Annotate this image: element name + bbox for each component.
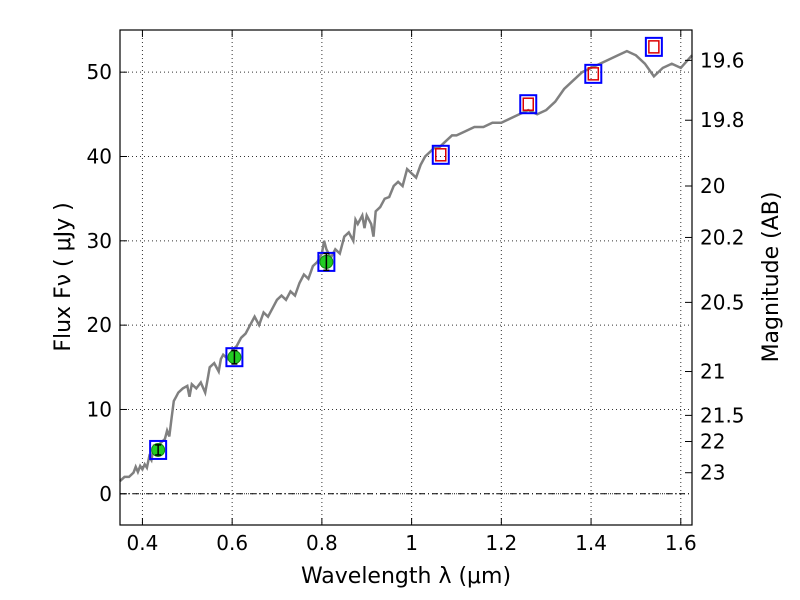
model-photometry-square [225,347,244,368]
magnitude-tick-label: 20 [700,174,725,198]
x-tick-label: 0.8 [306,531,338,555]
magnitude-tick-label: 19.6 [700,48,745,72]
tick-labels: 0.4 0.6 0.8 1 1.2 1.4 1.6 0 10 20 30 40 50 19.6 19.8 20… [87,48,745,555]
y-tick-label: 0 [99,482,112,506]
x-tick-label: 0.4 [127,531,159,555]
model-spectrum-line [119,49,693,483]
magnitude-tick-label: 23 [700,461,725,485]
axis-ticks [120,30,692,525]
predicted-photometry-square [587,67,600,81]
magnitude-tick-label: 19.8 [700,108,745,132]
magnitude-tick-label: 20.5 [700,290,745,314]
photometry-points [149,36,663,460]
series-layer [119,49,693,483]
y-tick-label: 30 [87,229,112,253]
model-photometry-square [519,94,538,115]
model-photometry-square [149,439,168,460]
y-axis-right-label: Magnitude (AB) [759,192,784,363]
magnitude-tick-label: 20.2 [700,225,745,249]
predicted-photometry-square [522,97,535,111]
model-photometry-square [431,144,450,165]
predicted-photometry-square [648,40,660,54]
grid [120,30,692,525]
y-tick-label: 20 [87,313,112,337]
y-axis-label: Flux Fν ( μJy ) [51,202,76,351]
magnitude-tick-label: 21.5 [700,403,745,427]
y-tick-label: 40 [87,144,112,168]
magnitude-tick-label: 22 [700,430,725,454]
magnitude-tick-label: 21 [700,360,725,384]
y-tick-label: 10 [87,397,112,421]
model-photometry-square [584,63,603,84]
x-tick-label: 1.2 [485,531,517,555]
y-tick-label: 50 [87,60,112,84]
x-tick-label: 1 [405,531,418,555]
x-tick-label: 1.6 [665,531,697,555]
predicted-photometry-square [435,148,447,162]
plot-frame [119,29,693,526]
x-tick-label: 0.6 [216,531,248,555]
x-tick-label: 1.4 [575,531,607,555]
model-photometry-square [644,36,663,57]
x-axis-label: Wavelength λ (μm) [301,564,511,589]
